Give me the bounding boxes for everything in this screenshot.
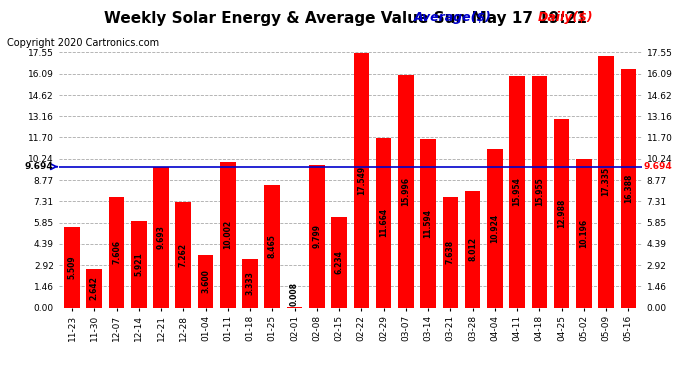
Text: 9.693: 9.693: [157, 225, 166, 249]
Bar: [487, 149, 502, 308]
Bar: [376, 138, 391, 308]
Text: 10.924: 10.924: [491, 214, 500, 243]
Text: 2.642: 2.642: [90, 276, 99, 300]
Text: 0.008: 0.008: [290, 282, 299, 306]
Text: 16.388: 16.388: [624, 174, 633, 203]
Text: 15.954: 15.954: [513, 177, 522, 206]
Text: 15.955: 15.955: [535, 177, 544, 206]
Text: 9.694: 9.694: [644, 162, 673, 171]
Text: Average($): Average($): [414, 11, 492, 24]
Bar: [509, 76, 525, 307]
Text: 6.234: 6.234: [335, 250, 344, 274]
Bar: [331, 217, 347, 308]
Text: 8.465: 8.465: [268, 234, 277, 258]
Bar: [554, 119, 569, 308]
Bar: [175, 202, 191, 308]
Text: 9.694: 9.694: [24, 162, 53, 171]
Text: 10.196: 10.196: [580, 219, 589, 248]
Text: 11.664: 11.664: [379, 208, 388, 237]
Text: 5.509: 5.509: [68, 256, 77, 279]
Bar: [420, 139, 436, 308]
Bar: [264, 184, 280, 308]
Text: Daily($): Daily($): [538, 11, 594, 24]
Text: Weekly Solar Energy & Average Value Sun May 17 19:21: Weekly Solar Energy & Average Value Sun …: [104, 11, 586, 26]
Bar: [353, 53, 369, 308]
Bar: [131, 222, 146, 308]
Text: 3.333: 3.333: [246, 272, 255, 295]
Bar: [442, 196, 458, 308]
Bar: [620, 69, 636, 308]
Bar: [86, 269, 102, 308]
Text: 17.549: 17.549: [357, 165, 366, 195]
Text: 11.594: 11.594: [424, 209, 433, 238]
Bar: [153, 166, 169, 308]
Text: 8.012: 8.012: [468, 237, 477, 261]
Text: 3.600: 3.600: [201, 269, 210, 293]
Text: 7.606: 7.606: [112, 240, 121, 264]
Bar: [242, 259, 258, 308]
Bar: [531, 76, 547, 307]
Text: 7.638: 7.638: [446, 240, 455, 264]
Bar: [64, 228, 80, 308]
Bar: [576, 159, 591, 308]
Text: 15.996: 15.996: [402, 177, 411, 206]
Bar: [109, 197, 124, 308]
Text: 7.262: 7.262: [179, 243, 188, 267]
Bar: [465, 191, 480, 308]
Text: Copyright 2020 Cartronics.com: Copyright 2020 Cartronics.com: [7, 38, 159, 48]
Bar: [309, 165, 324, 308]
Bar: [198, 255, 213, 308]
Text: 5.921: 5.921: [135, 253, 144, 276]
Text: 9.799: 9.799: [313, 224, 322, 248]
Text: 17.335: 17.335: [602, 167, 611, 196]
Bar: [398, 75, 413, 307]
Text: 10.002: 10.002: [224, 220, 233, 249]
Bar: [220, 162, 235, 308]
Bar: [598, 56, 614, 308]
Text: 12.988: 12.988: [557, 198, 566, 228]
